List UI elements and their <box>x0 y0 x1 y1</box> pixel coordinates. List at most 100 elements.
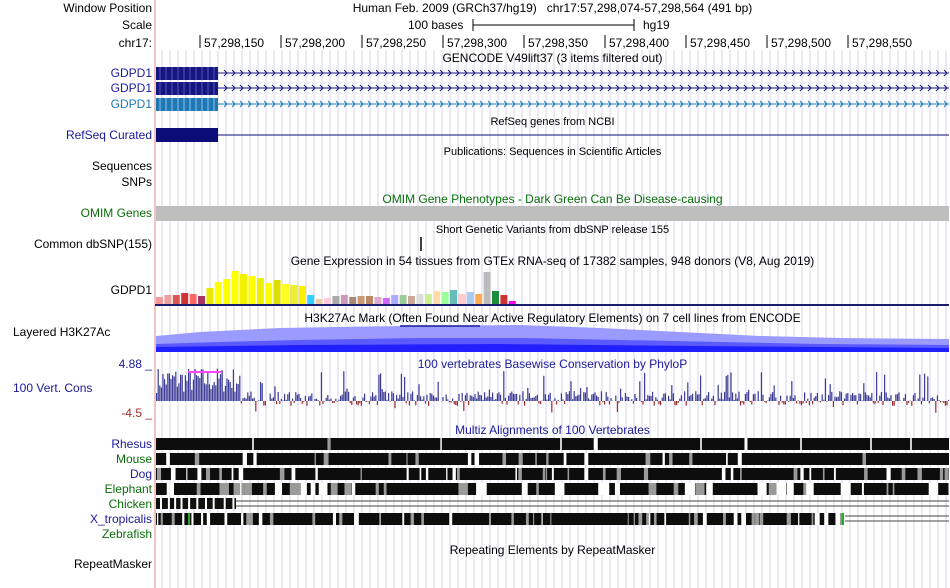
strand-arrow <box>927 100 932 108</box>
h3k27ac-label[interactable]: Layered H3K27Ac <box>13 325 111 339</box>
cons-pos-bar <box>208 384 210 401</box>
strand-arrow <box>855 69 860 77</box>
species-zebrafish[interactable]: Zebrafish <box>101 527 152 541</box>
strand-arrow <box>279 100 284 108</box>
cons-pos-bar <box>639 381 641 401</box>
gtex-label[interactable]: GDPD1 <box>110 283 152 297</box>
gtex-tissue-bar <box>324 298 331 304</box>
alignment-mismatch <box>467 453 472 465</box>
species-x-tropicalis[interactable]: X_tropicalis <box>89 512 152 526</box>
strand-arrow <box>807 100 812 108</box>
cons-pos-bar <box>383 392 385 401</box>
strand-arrow <box>575 69 580 77</box>
strand-arrow <box>807 84 812 92</box>
alignment-mismatch <box>344 483 352 495</box>
refseq-exon <box>156 128 218 142</box>
strand-arrow <box>783 84 788 92</box>
cons-pos-bar <box>725 375 727 401</box>
cons-pos-bar <box>626 396 628 401</box>
strand-arrow <box>615 84 620 92</box>
cons-pos-bar <box>418 384 420 401</box>
cons-pos-bar <box>295 392 297 401</box>
strand-arrow <box>495 100 500 108</box>
refseq-label[interactable]: RefSeq Curated <box>65 128 152 142</box>
cons-pos-bar <box>250 391 252 401</box>
strand-arrow <box>551 69 556 77</box>
strand-arrow <box>911 100 916 108</box>
alignment-mismatch <box>786 513 791 525</box>
alignment-mismatch <box>726 453 728 465</box>
strand-arrow <box>719 84 724 92</box>
strand-arrow <box>263 84 268 92</box>
cons-pos-bar <box>879 395 881 401</box>
alignment-mismatch <box>643 468 649 480</box>
strand-arrow <box>511 69 516 77</box>
assembly-position: Human Feb. 2009 (GRCh37/hg19) chr17:57,2… <box>352 1 753 15</box>
strand-arrow <box>847 84 852 92</box>
strand-arrow <box>639 100 644 108</box>
cons-neg-bar <box>303 401 305 402</box>
strand-arrow <box>423 84 428 92</box>
cons-neg-bar <box>906 401 908 405</box>
strand-arrow <box>607 100 612 108</box>
cons-neg-bar <box>517 401 519 405</box>
gencode-item-3[interactable]: GDPD1 <box>110 97 152 111</box>
species-rhesus[interactable]: Rhesus <box>111 437 152 451</box>
strand-arrow <box>271 69 276 77</box>
sequences-label[interactable]: Sequences <box>91 159 152 173</box>
gencode-item-2[interactable]: GDPD1 <box>110 81 152 95</box>
gtex-tissue-bar <box>374 297 382 304</box>
cons-pos-bar <box>815 396 817 401</box>
strand-arrow <box>335 69 340 77</box>
species-dog[interactable]: Dog <box>129 467 152 481</box>
alignment-mismatch <box>291 468 296 480</box>
cons-neg-bar <box>928 401 930 404</box>
omim-label[interactable]: OMIM Genes <box>80 206 152 220</box>
cons-neg-bar <box>349 401 351 404</box>
cons-pos-bar <box>421 399 423 401</box>
exon-block <box>156 82 218 95</box>
cons-pos-bar <box>720 392 722 401</box>
strand-arrow <box>919 84 924 92</box>
alignment-mismatch <box>388 453 392 465</box>
snps-label[interactable]: SNPs <box>121 175 152 189</box>
strand-arrow <box>311 69 316 77</box>
alignment-mismatch <box>406 468 409 480</box>
cons-pos-bar <box>695 391 697 401</box>
cons-pos-bar <box>888 398 890 401</box>
cons-pos-bar <box>868 395 870 401</box>
strand-arrow <box>679 84 684 92</box>
strand-arrow <box>927 69 932 77</box>
gencode-item-1[interactable]: GDPD1 <box>110 66 152 80</box>
strand-arrow <box>751 100 756 108</box>
cons-neg-bar <box>749 401 751 403</box>
strand-arrow <box>455 100 460 108</box>
cons-pos-bar <box>466 392 468 401</box>
cons-pos-bar <box>476 398 478 401</box>
strand-arrow <box>615 69 620 77</box>
alignment-mismatch <box>721 468 726 480</box>
cons-pos-bar <box>656 399 658 401</box>
alignment-mismatch <box>541 513 543 525</box>
scale-db: hg19 <box>643 18 670 32</box>
dbsnp-label[interactable]: Common dbSNP(155) <box>33 237 152 251</box>
cons-pos-bar <box>488 389 490 401</box>
cons-neg-bar <box>778 401 780 405</box>
cons-pos-bar <box>936 395 938 401</box>
strand-arrow <box>711 100 716 108</box>
species-mouse[interactable]: Mouse <box>115 452 152 466</box>
strand-arrow <box>511 100 516 108</box>
cons-pos-bar <box>176 386 178 401</box>
alignment-mismatch <box>730 468 734 480</box>
alignment-mismatch <box>425 468 429 480</box>
species-chicken[interactable]: Chicken <box>108 497 152 511</box>
cons-pos-bar <box>522 391 524 401</box>
cons-neg-bar <box>332 401 334 404</box>
cons-pos-bar <box>530 397 532 401</box>
rmsk-label[interactable]: RepeatMasker <box>73 557 152 571</box>
strand-arrow <box>775 69 780 77</box>
alignment-mismatch <box>279 468 285 480</box>
species-elephant[interactable]: Elephant <box>104 482 152 496</box>
cons-label[interactable]: 100 Vert. Cons <box>13 381 93 395</box>
